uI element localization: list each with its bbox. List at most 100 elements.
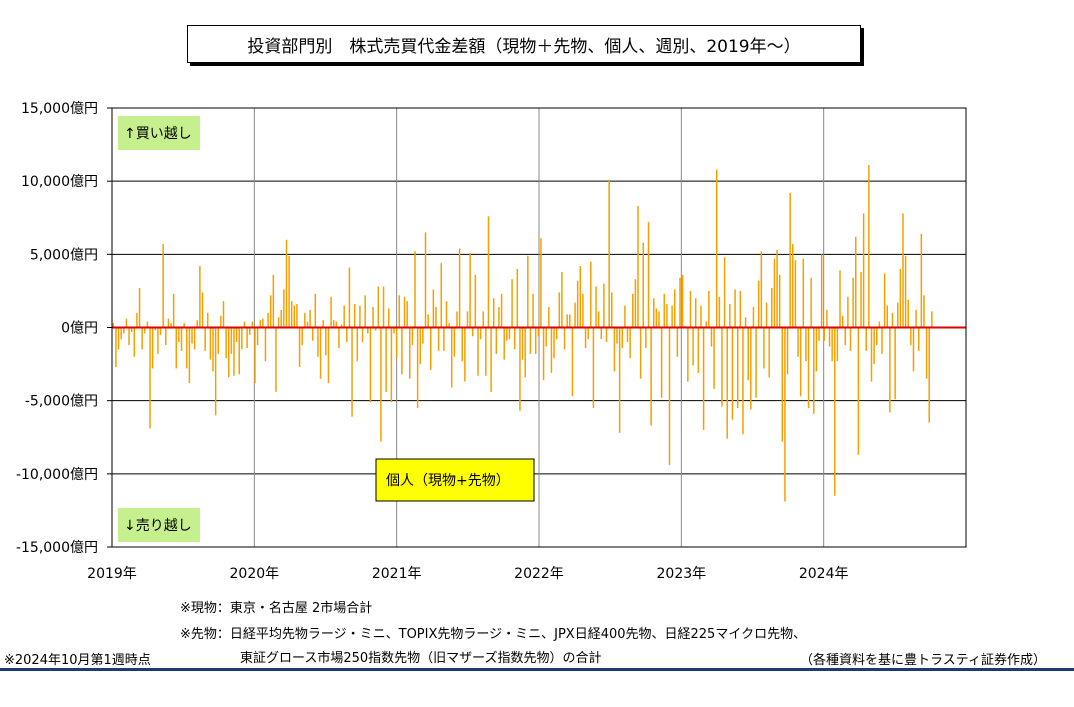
- bar: [527, 255, 529, 328]
- bar: [521, 327, 524, 360]
- bar: [721, 327, 723, 407]
- bar: [561, 271, 563, 328]
- bar: [786, 327, 789, 375]
- bar: [128, 327, 130, 346]
- bar: [251, 321, 254, 328]
- bar: [207, 312, 209, 328]
- bar: [233, 327, 235, 376]
- bar: [566, 314, 568, 328]
- bar: [595, 286, 597, 328]
- bar: [805, 327, 807, 362]
- bar: [117, 327, 120, 350]
- bar: [133, 327, 136, 357]
- bar: [613, 327, 616, 372]
- bar: [632, 293, 634, 328]
- bar: [826, 309, 828, 328]
- bar: [335, 321, 338, 328]
- bar: [778, 274, 781, 328]
- y-axis-ticks: 15,000億円 10,000億円 5,000億円 0億円 -5,000億円 -10,00…: [16, 101, 112, 556]
- bar: [597, 311, 600, 328]
- bar: [902, 213, 904, 328]
- bar: [144, 327, 146, 334]
- bar: [267, 312, 269, 328]
- bar: [172, 293, 175, 328]
- bar: [238, 327, 240, 375]
- note-spot: ※現物：東京・名古屋 2市場合計: [180, 601, 373, 616]
- bar: [776, 249, 778, 328]
- bar: [490, 327, 492, 392]
- bar: [201, 292, 204, 328]
- bar: [285, 239, 288, 328]
- bar: [752, 307, 755, 328]
- bar: [868, 165, 870, 328]
- bar: [204, 327, 206, 351]
- bar: [243, 321, 246, 328]
- bar: [450, 327, 453, 388]
- note-futures-2: 東証グロース市場250指数先物（旧マザーズ指数先物）の合計: [240, 651, 602, 666]
- bar: [327, 327, 330, 384]
- bar: [592, 327, 595, 408]
- bar: [781, 327, 784, 442]
- bar: [199, 266, 201, 328]
- bar: [306, 321, 309, 328]
- bar: [634, 279, 637, 328]
- y-tick-label: 10,000億円: [21, 174, 98, 190]
- bar: [813, 327, 815, 414]
- bar: [524, 327, 526, 378]
- bar: [702, 327, 705, 430]
- x-axis-ticks: 2019年 2020年 2021年 2022年 2023年 2024年: [87, 566, 848, 582]
- bar: [760, 251, 763, 328]
- bar: [590, 261, 592, 328]
- bar: [931, 311, 933, 328]
- bar: [529, 327, 532, 354]
- bar: [904, 255, 907, 328]
- bar: [739, 290, 742, 328]
- bar: [650, 327, 652, 426]
- bar: [498, 307, 500, 328]
- bar: [419, 327, 422, 365]
- bar: [828, 327, 831, 347]
- bar: [671, 305, 673, 328]
- bar: [401, 327, 403, 375]
- bar: [734, 289, 736, 328]
- bar: [802, 258, 805, 328]
- bar: [225, 327, 227, 359]
- bar: [849, 327, 852, 351]
- bar: [170, 323, 172, 328]
- bar: [923, 295, 925, 328]
- bar: [666, 304, 668, 328]
- bar: [658, 311, 660, 328]
- bar: [275, 327, 277, 392]
- bar: [154, 327, 157, 331]
- bar: [605, 327, 608, 343]
- bar: [230, 327, 233, 354]
- bar: [288, 255, 290, 328]
- chart-title: 投資部門別 株式売買代金差額（現物＋先物、個人、週別、2019年～）: [187, 25, 861, 63]
- bar: [763, 327, 765, 369]
- bar: [445, 301, 448, 328]
- bar: [385, 327, 387, 392]
- bar: [372, 307, 374, 328]
- bar: [742, 327, 744, 435]
- bar: [681, 274, 684, 328]
- bar: [705, 321, 707, 328]
- bar: [264, 327, 267, 362]
- bar: [165, 327, 167, 346]
- bar: [875, 327, 878, 346]
- bar: [374, 327, 377, 331]
- bar: [217, 327, 220, 354]
- bar: [406, 301, 408, 328]
- bar: [380, 327, 382, 442]
- bar: [382, 286, 385, 328]
- bar: [361, 327, 364, 343]
- bar: [747, 327, 749, 381]
- bar: [857, 327, 860, 455]
- bar: [364, 295, 366, 328]
- sell-annotation-bg: [118, 508, 200, 542]
- bar: [768, 327, 770, 378]
- bar: [516, 268, 519, 328]
- bar: [500, 293, 503, 328]
- bar: [621, 327, 624, 348]
- bar: [925, 327, 928, 379]
- bar: [917, 327, 920, 351]
